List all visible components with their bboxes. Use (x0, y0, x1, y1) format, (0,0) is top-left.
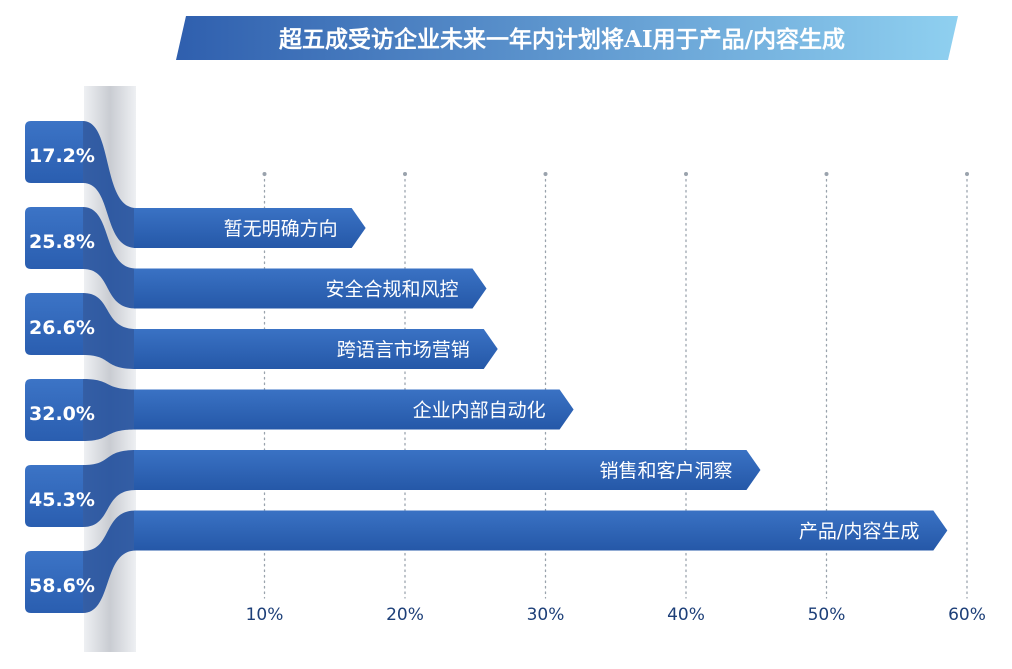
bar-connector (83, 121, 136, 248)
bar-connector (83, 510, 136, 613)
value-box (25, 207, 83, 269)
bar-value-label: 17.2% (29, 145, 95, 167)
bar-value-label: 32.0% (29, 403, 95, 425)
bar (134, 208, 366, 248)
bar-value-label: 25.8% (29, 231, 95, 253)
grid-line-cap (684, 172, 688, 176)
bar-connector (83, 450, 136, 527)
x-tick-label: 60% (948, 605, 986, 625)
x-tick-label: 40% (667, 605, 705, 625)
x-tick-label: 20% (386, 605, 424, 625)
bar-category-label: 销售和客户洞察 (599, 460, 732, 482)
bar (134, 450, 761, 490)
bar (134, 329, 498, 369)
x-axis-ticks: 10% 20% 30% 40% 50% 60% (246, 605, 986, 625)
bar (134, 268, 487, 309)
bar-connector (83, 379, 136, 441)
value-box (25, 293, 83, 355)
value-box (25, 121, 83, 183)
chart-title-banner: 超五成受访企业未来一年内计划将AI用于产品/内容生成 (176, 16, 958, 60)
bar-category-label: 企业内部自动化 (413, 400, 546, 422)
value-box (25, 379, 83, 441)
grid-line-cap (965, 172, 969, 176)
grid-line-cap (262, 172, 267, 176)
grid-line-cap (824, 172, 829, 176)
bar (134, 389, 574, 430)
chart-title: 超五成受访企业未来一年内计划将AI用于产品/内容生成 (279, 26, 845, 53)
bar-value-label: 45.3% (29, 489, 95, 511)
x-tick-label: 10% (246, 605, 284, 625)
x-tick-label: 30% (527, 605, 565, 625)
value-boxes: 17.2% 25.8% 26.6% 32.0% 45.3% 58.6% (25, 121, 95, 613)
bar-connector (83, 293, 136, 369)
x-tick-label: 50% (808, 605, 846, 625)
bar (134, 510, 948, 551)
bar-category-label: 跨语言市场营销 (337, 339, 470, 361)
bars: 暂无明确方向安全合规和风控跨语言市场营销企业内部自动化销售和客户洞察产品/内容生… (134, 208, 948, 551)
title-background (176, 16, 958, 60)
bar-category-label: 产品/内容生成 (799, 521, 919, 543)
bar-category-label: 暂无明确方向 (224, 218, 338, 240)
bar-connector (83, 207, 136, 309)
bar-value-label: 58.6% (29, 575, 95, 597)
grid-line-cap (403, 172, 407, 176)
bar-value-label: 26.6% (29, 317, 95, 339)
bar-category-label: 安全合规和风控 (325, 279, 458, 301)
value-box (25, 551, 83, 613)
connectors (83, 121, 136, 613)
value-box (25, 465, 83, 527)
grid-line-cap (543, 172, 548, 176)
